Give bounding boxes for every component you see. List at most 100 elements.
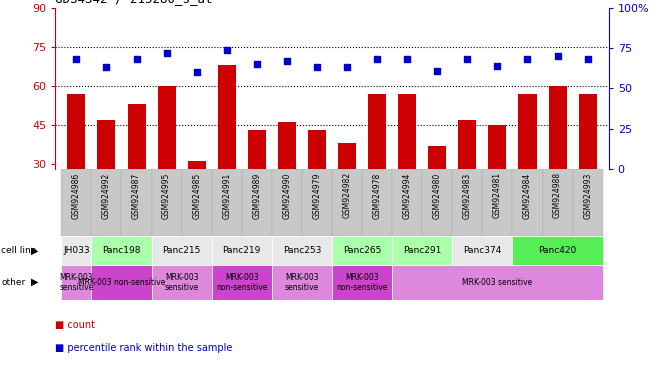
Bar — [518, 94, 536, 242]
Text: Panc198: Panc198 — [102, 246, 141, 255]
Bar — [242, 169, 272, 236]
Bar — [91, 265, 152, 300]
Text: JH033: JH033 — [63, 246, 90, 255]
Bar — [512, 236, 603, 265]
Text: other: other — [1, 278, 25, 287]
Text: GSM924979: GSM924979 — [312, 172, 322, 219]
Bar — [61, 236, 91, 265]
Text: GSM924981: GSM924981 — [493, 172, 502, 218]
Point — [432, 68, 443, 74]
Text: GSM924993: GSM924993 — [583, 172, 592, 219]
Bar — [122, 169, 152, 236]
Bar — [158, 86, 176, 242]
Point — [282, 58, 292, 64]
Text: Panc420: Panc420 — [538, 246, 577, 255]
Point — [71, 56, 81, 62]
Text: ■ percentile rank within the sample: ■ percentile rank within the sample — [55, 343, 232, 353]
Text: MRK-003 non-sensitive: MRK-003 non-sensitive — [78, 278, 165, 287]
Point — [522, 56, 533, 62]
Bar — [272, 236, 332, 265]
Bar — [98, 119, 115, 242]
Bar — [573, 169, 603, 236]
Point — [221, 46, 232, 53]
Point — [102, 64, 112, 70]
Bar — [61, 265, 91, 300]
Bar — [212, 236, 272, 265]
Bar — [272, 169, 302, 236]
Text: GSM924982: GSM924982 — [342, 172, 352, 218]
Text: GSM924988: GSM924988 — [553, 172, 562, 218]
Text: Panc215: Panc215 — [163, 246, 201, 255]
Text: GSM924986: GSM924986 — [72, 172, 81, 218]
Text: GSM924990: GSM924990 — [283, 172, 292, 219]
Point — [552, 53, 562, 59]
Bar — [308, 130, 326, 242]
Point — [252, 61, 262, 67]
Point — [342, 64, 352, 70]
Bar — [512, 169, 542, 236]
Bar — [91, 236, 152, 265]
Bar — [368, 94, 386, 242]
Bar — [452, 169, 482, 236]
Point — [191, 69, 202, 75]
Bar — [278, 122, 296, 242]
Point — [462, 56, 473, 62]
Bar — [458, 119, 477, 242]
Text: GSM924994: GSM924994 — [403, 172, 411, 219]
Bar — [152, 236, 212, 265]
Text: MRK-003
sensitive: MRK-003 sensitive — [284, 273, 319, 292]
Bar — [61, 169, 91, 236]
Bar — [392, 236, 452, 265]
Bar — [302, 169, 332, 236]
Point — [583, 56, 593, 62]
Text: MRK-003 sensitive: MRK-003 sensitive — [462, 278, 533, 287]
Text: Panc291: Panc291 — [403, 246, 441, 255]
Point — [312, 64, 322, 70]
Text: MRK-003
sensitive: MRK-003 sensitive — [59, 273, 94, 292]
Bar — [212, 265, 272, 300]
Bar — [187, 161, 206, 242]
Text: GSM924992: GSM924992 — [102, 172, 111, 218]
Text: Panc253: Panc253 — [283, 246, 321, 255]
Bar — [362, 169, 392, 236]
Text: GSM924987: GSM924987 — [132, 172, 141, 218]
Text: ■ count: ■ count — [55, 320, 95, 330]
Bar — [152, 265, 212, 300]
Text: GSM924984: GSM924984 — [523, 172, 532, 218]
Text: MRK-003
non-sensitive: MRK-003 non-sensitive — [216, 273, 268, 292]
Bar — [428, 146, 447, 242]
Bar — [422, 169, 452, 236]
Bar — [152, 169, 182, 236]
Text: MRK-003
sensitive: MRK-003 sensitive — [165, 273, 199, 292]
Point — [132, 56, 142, 62]
Bar — [332, 236, 392, 265]
Bar — [338, 143, 356, 242]
Bar — [182, 169, 212, 236]
Bar — [332, 169, 362, 236]
Text: GSM924989: GSM924989 — [253, 172, 261, 218]
Bar — [332, 265, 392, 300]
Text: GSM924980: GSM924980 — [433, 172, 442, 218]
Bar — [128, 104, 146, 242]
Bar — [392, 265, 603, 300]
Text: GSM924983: GSM924983 — [463, 172, 472, 218]
Text: Panc219: Panc219 — [223, 246, 261, 255]
Text: GSM924978: GSM924978 — [372, 172, 381, 218]
Text: ▶: ▶ — [31, 245, 39, 256]
Text: ▶: ▶ — [31, 277, 39, 287]
Text: cell line: cell line — [1, 246, 36, 255]
Bar — [217, 65, 236, 242]
Bar — [67, 94, 85, 242]
Bar — [392, 169, 422, 236]
Text: Panc265: Panc265 — [343, 246, 381, 255]
Bar — [482, 169, 512, 236]
Bar — [272, 265, 332, 300]
Text: GDS4342 / 215280_s_at: GDS4342 / 215280_s_at — [55, 0, 213, 5]
Bar — [542, 169, 573, 236]
Bar — [488, 125, 506, 242]
Bar — [398, 94, 416, 242]
Text: Panc374: Panc374 — [464, 246, 501, 255]
Bar — [248, 130, 266, 242]
Point — [492, 63, 503, 69]
Point — [161, 50, 172, 56]
